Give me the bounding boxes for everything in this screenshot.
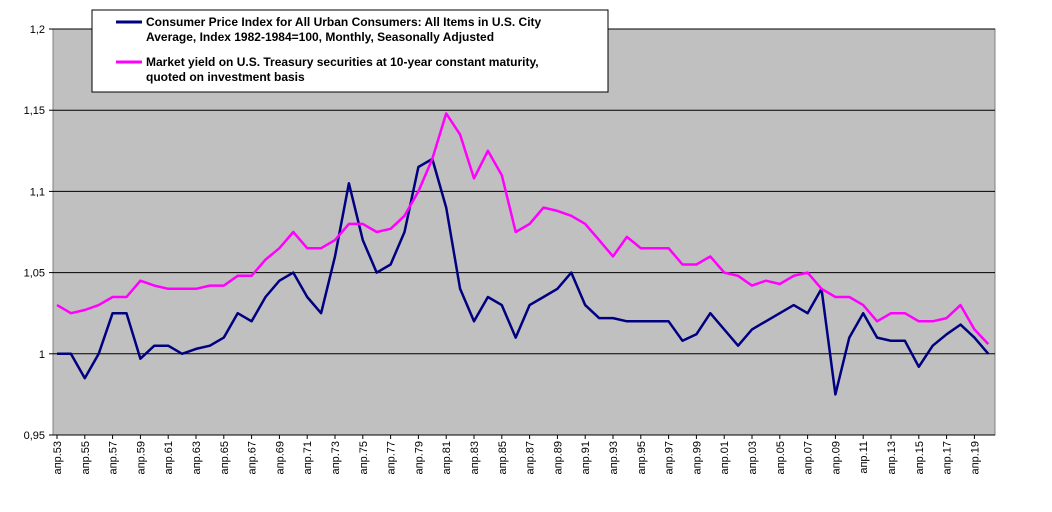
x-tick-label: апр.09 xyxy=(830,441,842,474)
x-tick-label: апр.17 xyxy=(942,441,954,474)
x-tick-label: апр.61 xyxy=(163,441,175,474)
y-tick-label: 1,2 xyxy=(30,24,45,36)
y-tick-label: 1,15 xyxy=(24,105,45,117)
x-tick-label: апр.85 xyxy=(497,441,509,474)
y-tick-label: 0,95 xyxy=(24,430,45,442)
x-tick-label: апр.05 xyxy=(775,441,787,474)
x-tick-label: апр.11 xyxy=(858,441,870,474)
x-tick-label: апр.75 xyxy=(358,441,370,474)
x-tick-label: апр.15 xyxy=(914,441,926,474)
legend-label: Average, Index 1982-1984=100, Monthly, S… xyxy=(146,30,494,44)
legend-label: quoted on investment basis xyxy=(146,70,305,84)
x-tick-label: апр.71 xyxy=(302,441,314,474)
legend-label: Market yield on U.S. Treasury securities… xyxy=(146,55,539,69)
x-tick-label: апр.03 xyxy=(747,441,759,474)
x-tick-label: апр.83 xyxy=(469,441,481,474)
x-tick-label: апр.07 xyxy=(803,441,815,474)
x-tick-label: апр.77 xyxy=(386,441,398,474)
x-tick-label: апр.81 xyxy=(441,441,453,474)
x-tick-label: апр.01 xyxy=(719,441,731,474)
y-tick-label: 1,1 xyxy=(30,186,45,198)
x-tick-label: апр.93 xyxy=(608,441,620,474)
x-tick-label: апр.97 xyxy=(664,441,676,474)
x-tick-label: апр.55 xyxy=(80,441,92,474)
x-tick-label: апр.57 xyxy=(108,441,120,474)
x-tick-label: апр.53 xyxy=(52,441,64,474)
x-tick-label: апр.87 xyxy=(525,441,537,474)
legend-box xyxy=(91,9,609,93)
series-line xyxy=(57,157,990,396)
x-tick-label: апр.89 xyxy=(552,441,564,474)
x-tick-label: апр.13 xyxy=(886,441,898,474)
y-tick-label: 1 xyxy=(39,349,45,361)
x-tick-label: апр.63 xyxy=(191,441,203,474)
x-tick-label: апр.91 xyxy=(580,441,592,474)
x-tick-label: апр.79 xyxy=(413,441,425,474)
x-tick-label: апр.69 xyxy=(274,441,286,474)
plot-area xyxy=(52,28,996,436)
x-tick-label: апр.59 xyxy=(135,441,147,474)
series-line xyxy=(56,112,990,345)
x-tick-label: апр.19 xyxy=(969,441,981,474)
x-tick-label: апр.67 xyxy=(247,441,259,474)
y-tick-label: 1,05 xyxy=(24,268,45,280)
x-tick-label: апр.65 xyxy=(219,441,231,474)
legend-label: Consumer Price Index for All Urban Consu… xyxy=(146,15,542,29)
x-tick-label: апр.73 xyxy=(330,441,342,474)
x-tick-label: апр.95 xyxy=(636,441,648,474)
x-tick-label: апр.99 xyxy=(691,441,703,474)
